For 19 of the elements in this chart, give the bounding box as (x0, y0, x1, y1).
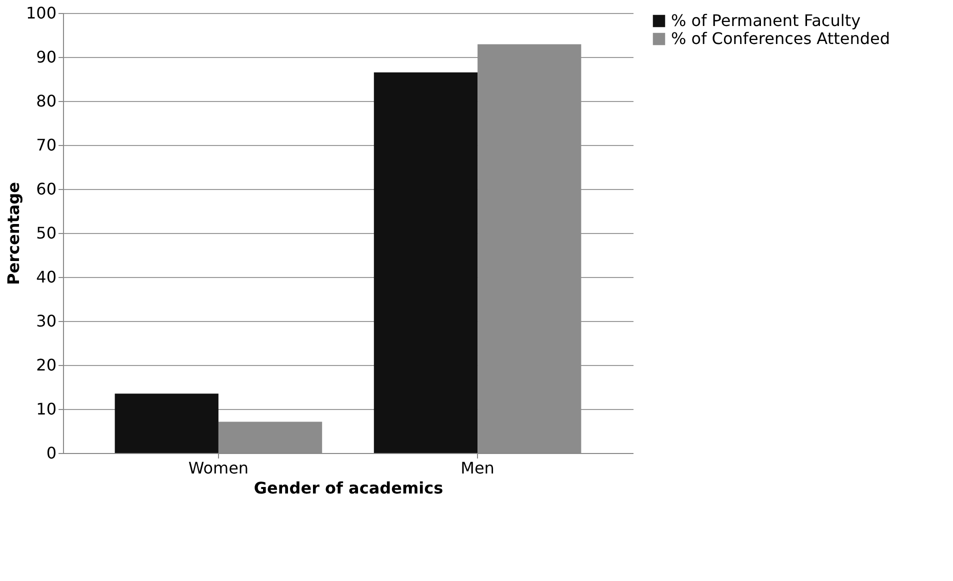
y-tick-label: 10 (36, 400, 56, 418)
x-tick-label: Men (460, 458, 494, 478)
x-tick-label: Women (188, 458, 249, 478)
y-tick-label: 30 (36, 312, 56, 330)
bar (114, 394, 218, 453)
y-tick-label: 100 (26, 4, 56, 22)
y-tick-label: 90 (36, 48, 56, 66)
y-tick-label: 60 (36, 180, 56, 198)
legend-label: % of Permanent Faculty (671, 11, 861, 30)
y-tick-label: 40 (36, 268, 56, 286)
y-tick-label: 20 (36, 356, 56, 374)
y-tick-label: 50 (36, 224, 56, 242)
y-tick-label: 0 (46, 444, 56, 462)
bar (374, 72, 478, 453)
y-tick-label: 80 (36, 92, 56, 110)
y-axis-title: Percentage (4, 182, 23, 285)
x-axis-title: Gender of academics (254, 478, 444, 498)
legend-label: % of Conferences Attended (671, 29, 890, 48)
y-tick-label: 70 (36, 136, 56, 154)
